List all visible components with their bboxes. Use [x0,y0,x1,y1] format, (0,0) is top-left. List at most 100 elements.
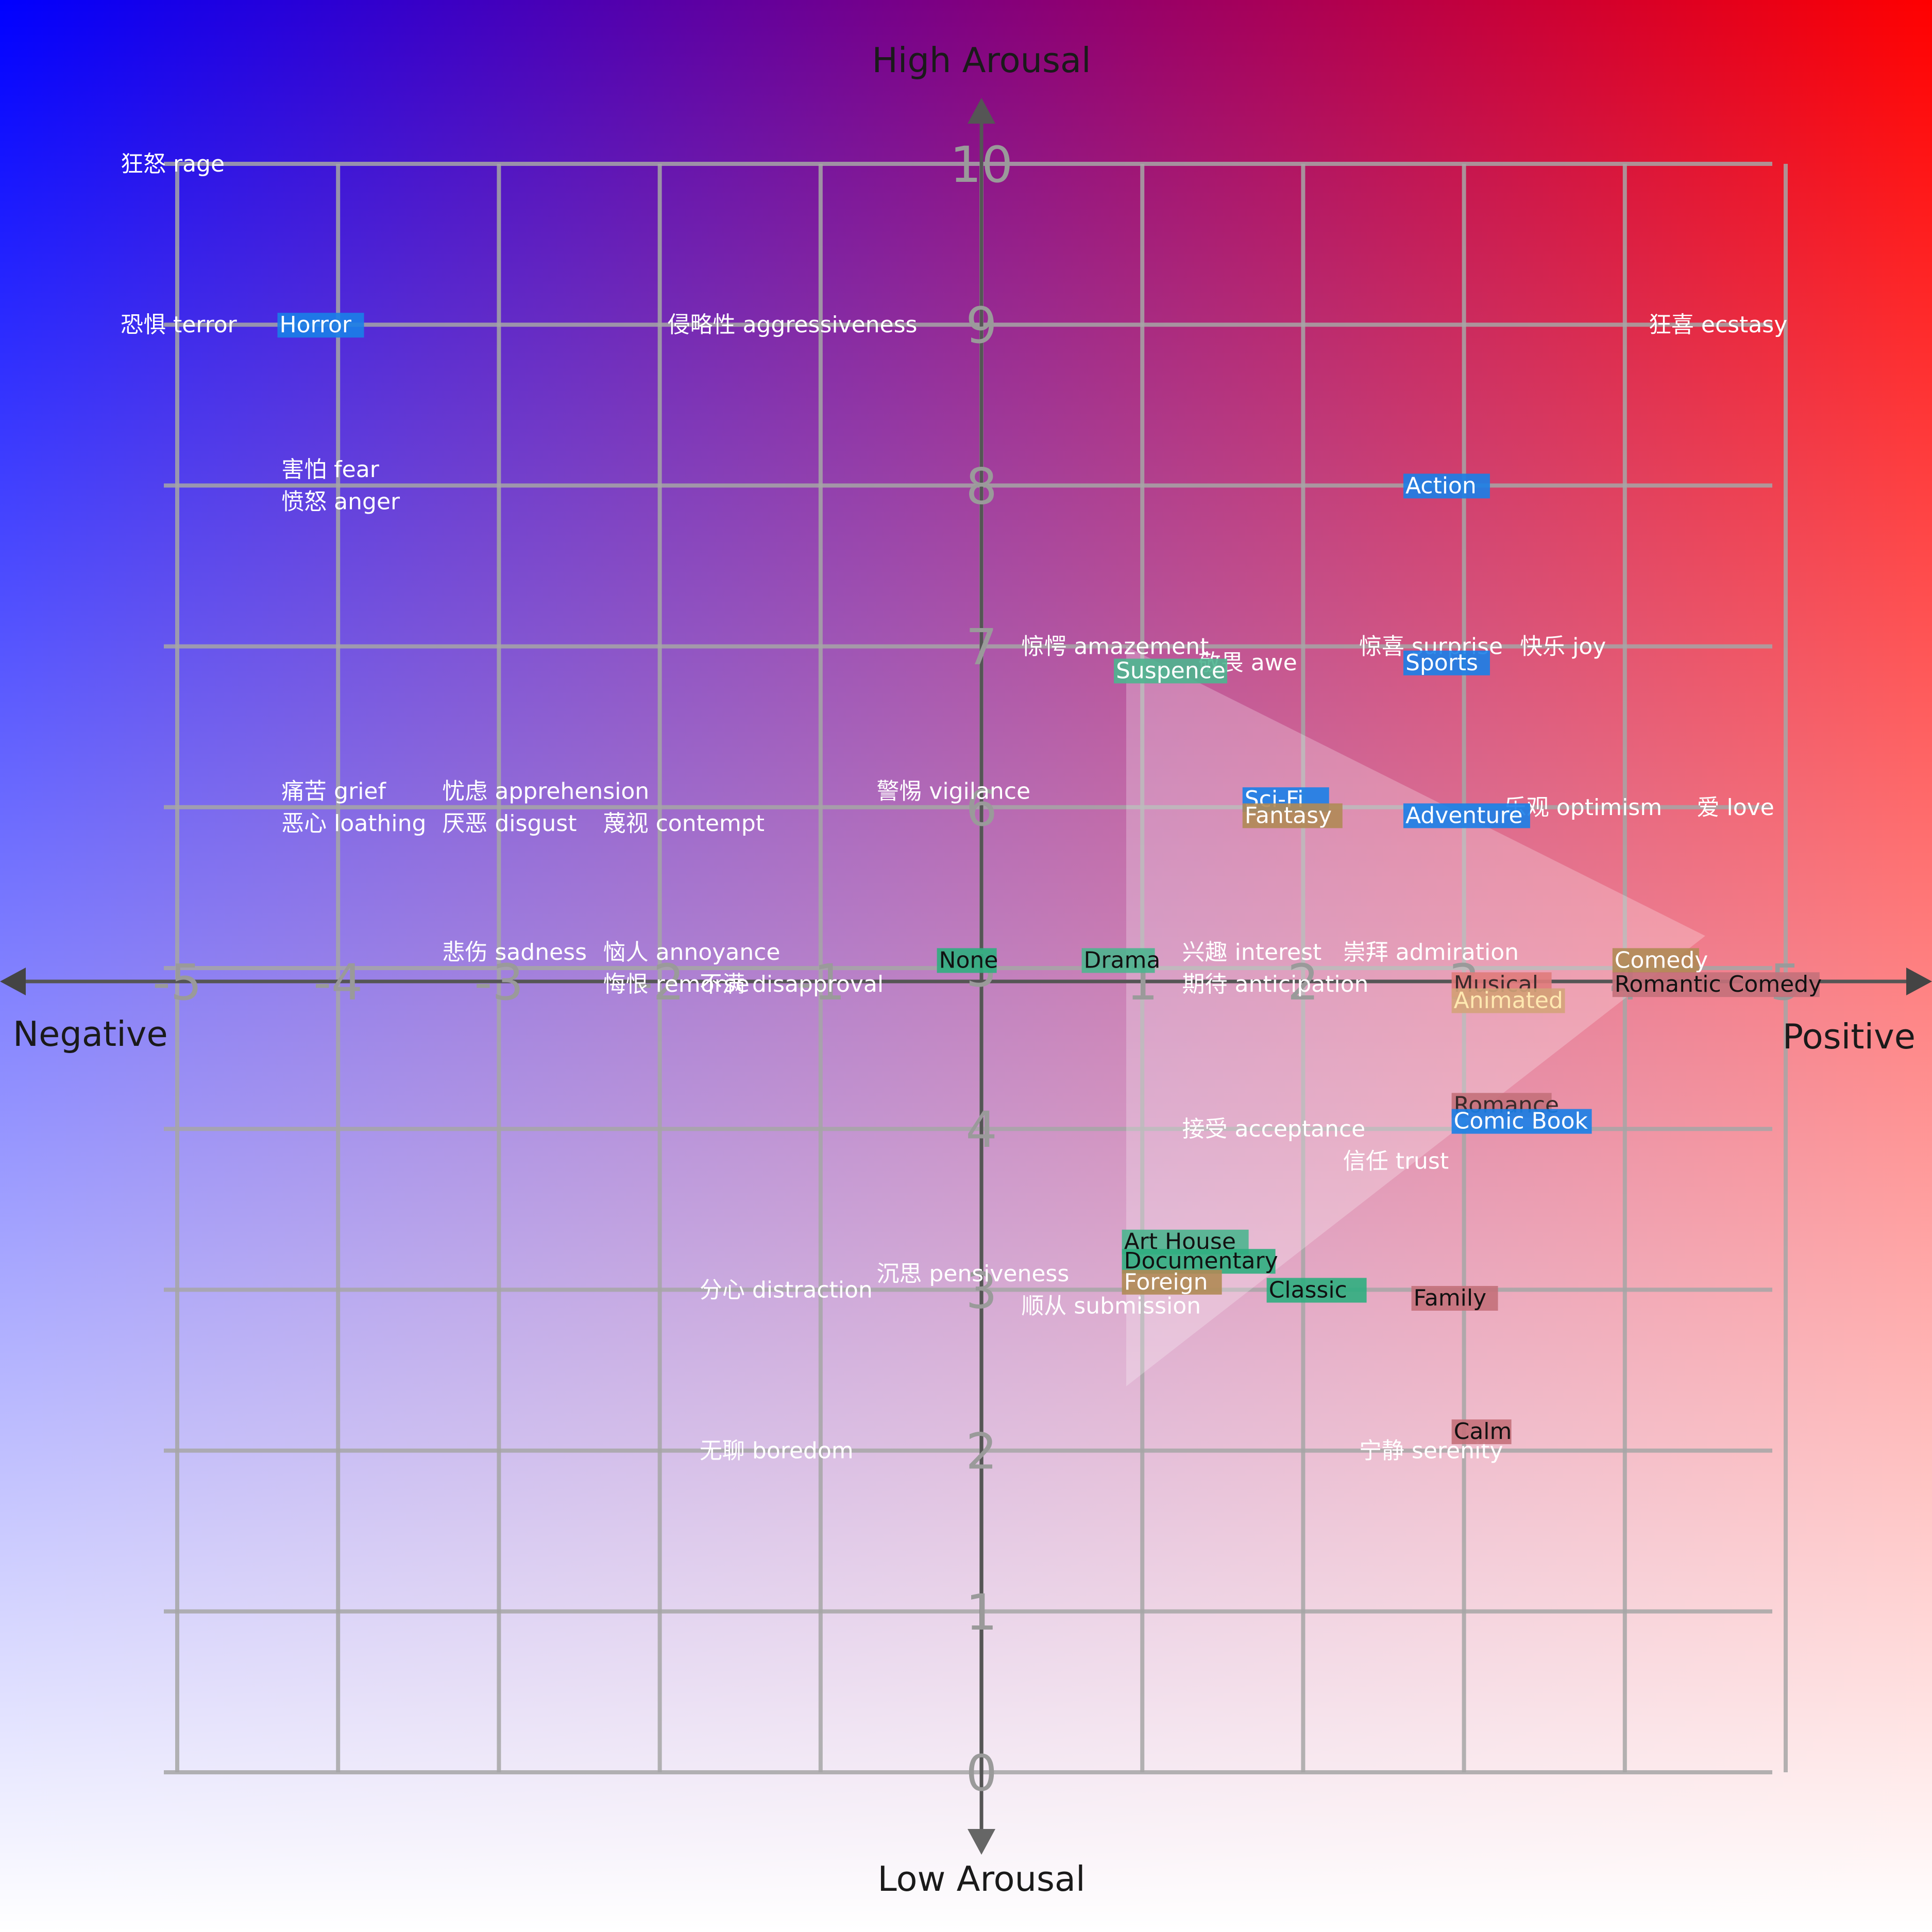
y-tick-label: 0 [965,1744,997,1802]
genre-label-box [1266,1278,1367,1303]
y-axis-title-high: High Arousal [872,40,1091,80]
x-axis-title-positive: Positive [1783,1016,1916,1057]
genre-label: Romantic Comedy [1612,971,1822,997]
genre-label: None [937,947,998,973]
genre-label-text: Horror [280,312,352,338]
genre-label: Suspence [1113,657,1227,684]
y-tick-label: 7 [965,619,997,676]
x-tick-label: 2 [1287,954,1319,1011]
genre-label: Documentary [1122,1248,1278,1274]
emotion-label: 崇拜 admiration [1343,939,1519,965]
emotion-label: 狂怒 rage [121,151,225,177]
emotion-label: 侵略性 aggressiveness [667,312,917,338]
genre-label-text: Documentary [1124,1248,1278,1274]
genre-label-text: Comedy [1615,947,1708,973]
emotion-label: 不满 disapproval [700,971,884,997]
emotion-label: 恐惧 terror [121,312,238,338]
x-axis-arrow-right [1906,968,1932,995]
emotion-label: 悲伤 sadness [442,939,587,965]
emotion-label: 兴趣 interest [1182,939,1322,965]
emotion-label: 信任 trust [1343,1148,1449,1175]
emotion-label: 接受 acceptance [1182,1116,1366,1142]
genre-label-text: Sports [1405,650,1478,676]
emotion-label: 沉思 pensiveness [876,1261,1069,1287]
genre-label-box [1113,658,1227,684]
y-tick-label: 10 [950,136,1013,194]
x-tick-label: -5 [152,954,202,1011]
x-axis-arrow-left [0,968,26,995]
emotion-label: 忧虑 apprehension [442,778,649,805]
emotion-label: 愤怒 anger [281,489,400,515]
genre-label-box [1451,1419,1512,1445]
genre-label: Drama [1081,947,1161,973]
y-tick-label: 9 [965,297,997,354]
genre-label-text: Adventure [1405,802,1523,828]
genre-label-box [1451,1109,1592,1134]
genre-label: Calm [1451,1418,1512,1445]
genre-label: Horror [277,312,364,338]
genre-label: Comedy [1612,947,1708,973]
emotion-label: 乐观 optimism [1504,794,1662,821]
genre-label-box [1403,650,1490,675]
emotion-label: 惊愕 amazement [1021,634,1209,660]
genre-label-text: Suspence [1116,657,1226,684]
genre-label: Comic Book [1451,1108,1592,1134]
emotion-label: 顺从 submission [1021,1293,1201,1319]
y-tick-label: 3 [965,1262,997,1319]
genre-label-box [937,948,997,973]
genre-label-text: Drama [1084,947,1161,973]
x-tick-label: -4 [313,954,363,1011]
genre-label: Family [1411,1285,1498,1311]
emotion-label: 害怕 fear [281,456,380,483]
genre-label: Action [1403,472,1490,499]
x-tick-label: -2 [635,954,685,1011]
y-tick-label: 4 [965,1101,997,1159]
x-tick-label: -3 [474,954,524,1011]
emotion-label: 无聊 boredom [700,1438,854,1464]
y-tick-label: 6 [965,779,997,837]
y-axis-arrow-up [968,98,995,124]
genre-label-box [1612,972,1820,997]
y-axis-arrow-down [968,1829,995,1855]
emotion-label: 恼人 annoyance [603,939,781,965]
genre-label: Sports [1403,650,1490,676]
genre-label: Classic [1266,1277,1367,1303]
genre-label-box [1242,803,1343,828]
genre-label-text: Comic Book [1454,1108,1588,1134]
genre-label-text: Action [1405,472,1477,499]
highlight-triangle [1126,646,1705,1386]
genre-label-box [1411,1286,1498,1311]
genre-label-text: Animated [1454,987,1563,1013]
emotion-label: 警惕 vigilance [876,778,1030,805]
genre-label-box [1081,948,1155,973]
genre-label-text: Classic [1269,1277,1347,1303]
genre-label-box [1122,1269,1222,1295]
y-tick-label: 8 [965,457,997,515]
genre-label-box [1403,803,1530,828]
emotion-label: 痛苦 grief [281,778,386,805]
genre-label-text: Family [1414,1285,1487,1311]
genre-label-box [277,313,364,338]
genre-label-text: Calm [1454,1418,1512,1445]
genre-label: Animated [1451,987,1565,1013]
x-tick-label: -1 [796,954,845,1011]
y-axis-title-low: Low Arousal [877,1859,1085,1899]
genre-label-text: Foreign [1124,1269,1208,1295]
genre-label-box [1403,473,1490,499]
emotion-label: 爱 love [1697,794,1774,821]
x-axis-title-negative: Negative [13,1014,168,1054]
genre-label-box [1612,948,1699,973]
genre-label-box [1122,1249,1276,1274]
emotion-label: 期待 anticipation [1182,971,1369,997]
genre-label-text: Romantic Comedy [1615,971,1822,997]
emotion-label: 狂喜 ecstasy [1649,312,1787,338]
y-tick-label: 1 [965,1584,997,1641]
genre-label-text: Fantasy [1245,802,1332,828]
axes [0,98,1932,1855]
genre-label: Foreign [1122,1269,1222,1295]
emotion-label: 分心 distraction [700,1277,873,1303]
genre-label: Adventure [1403,802,1530,828]
genre-label: Fantasy [1242,802,1343,828]
